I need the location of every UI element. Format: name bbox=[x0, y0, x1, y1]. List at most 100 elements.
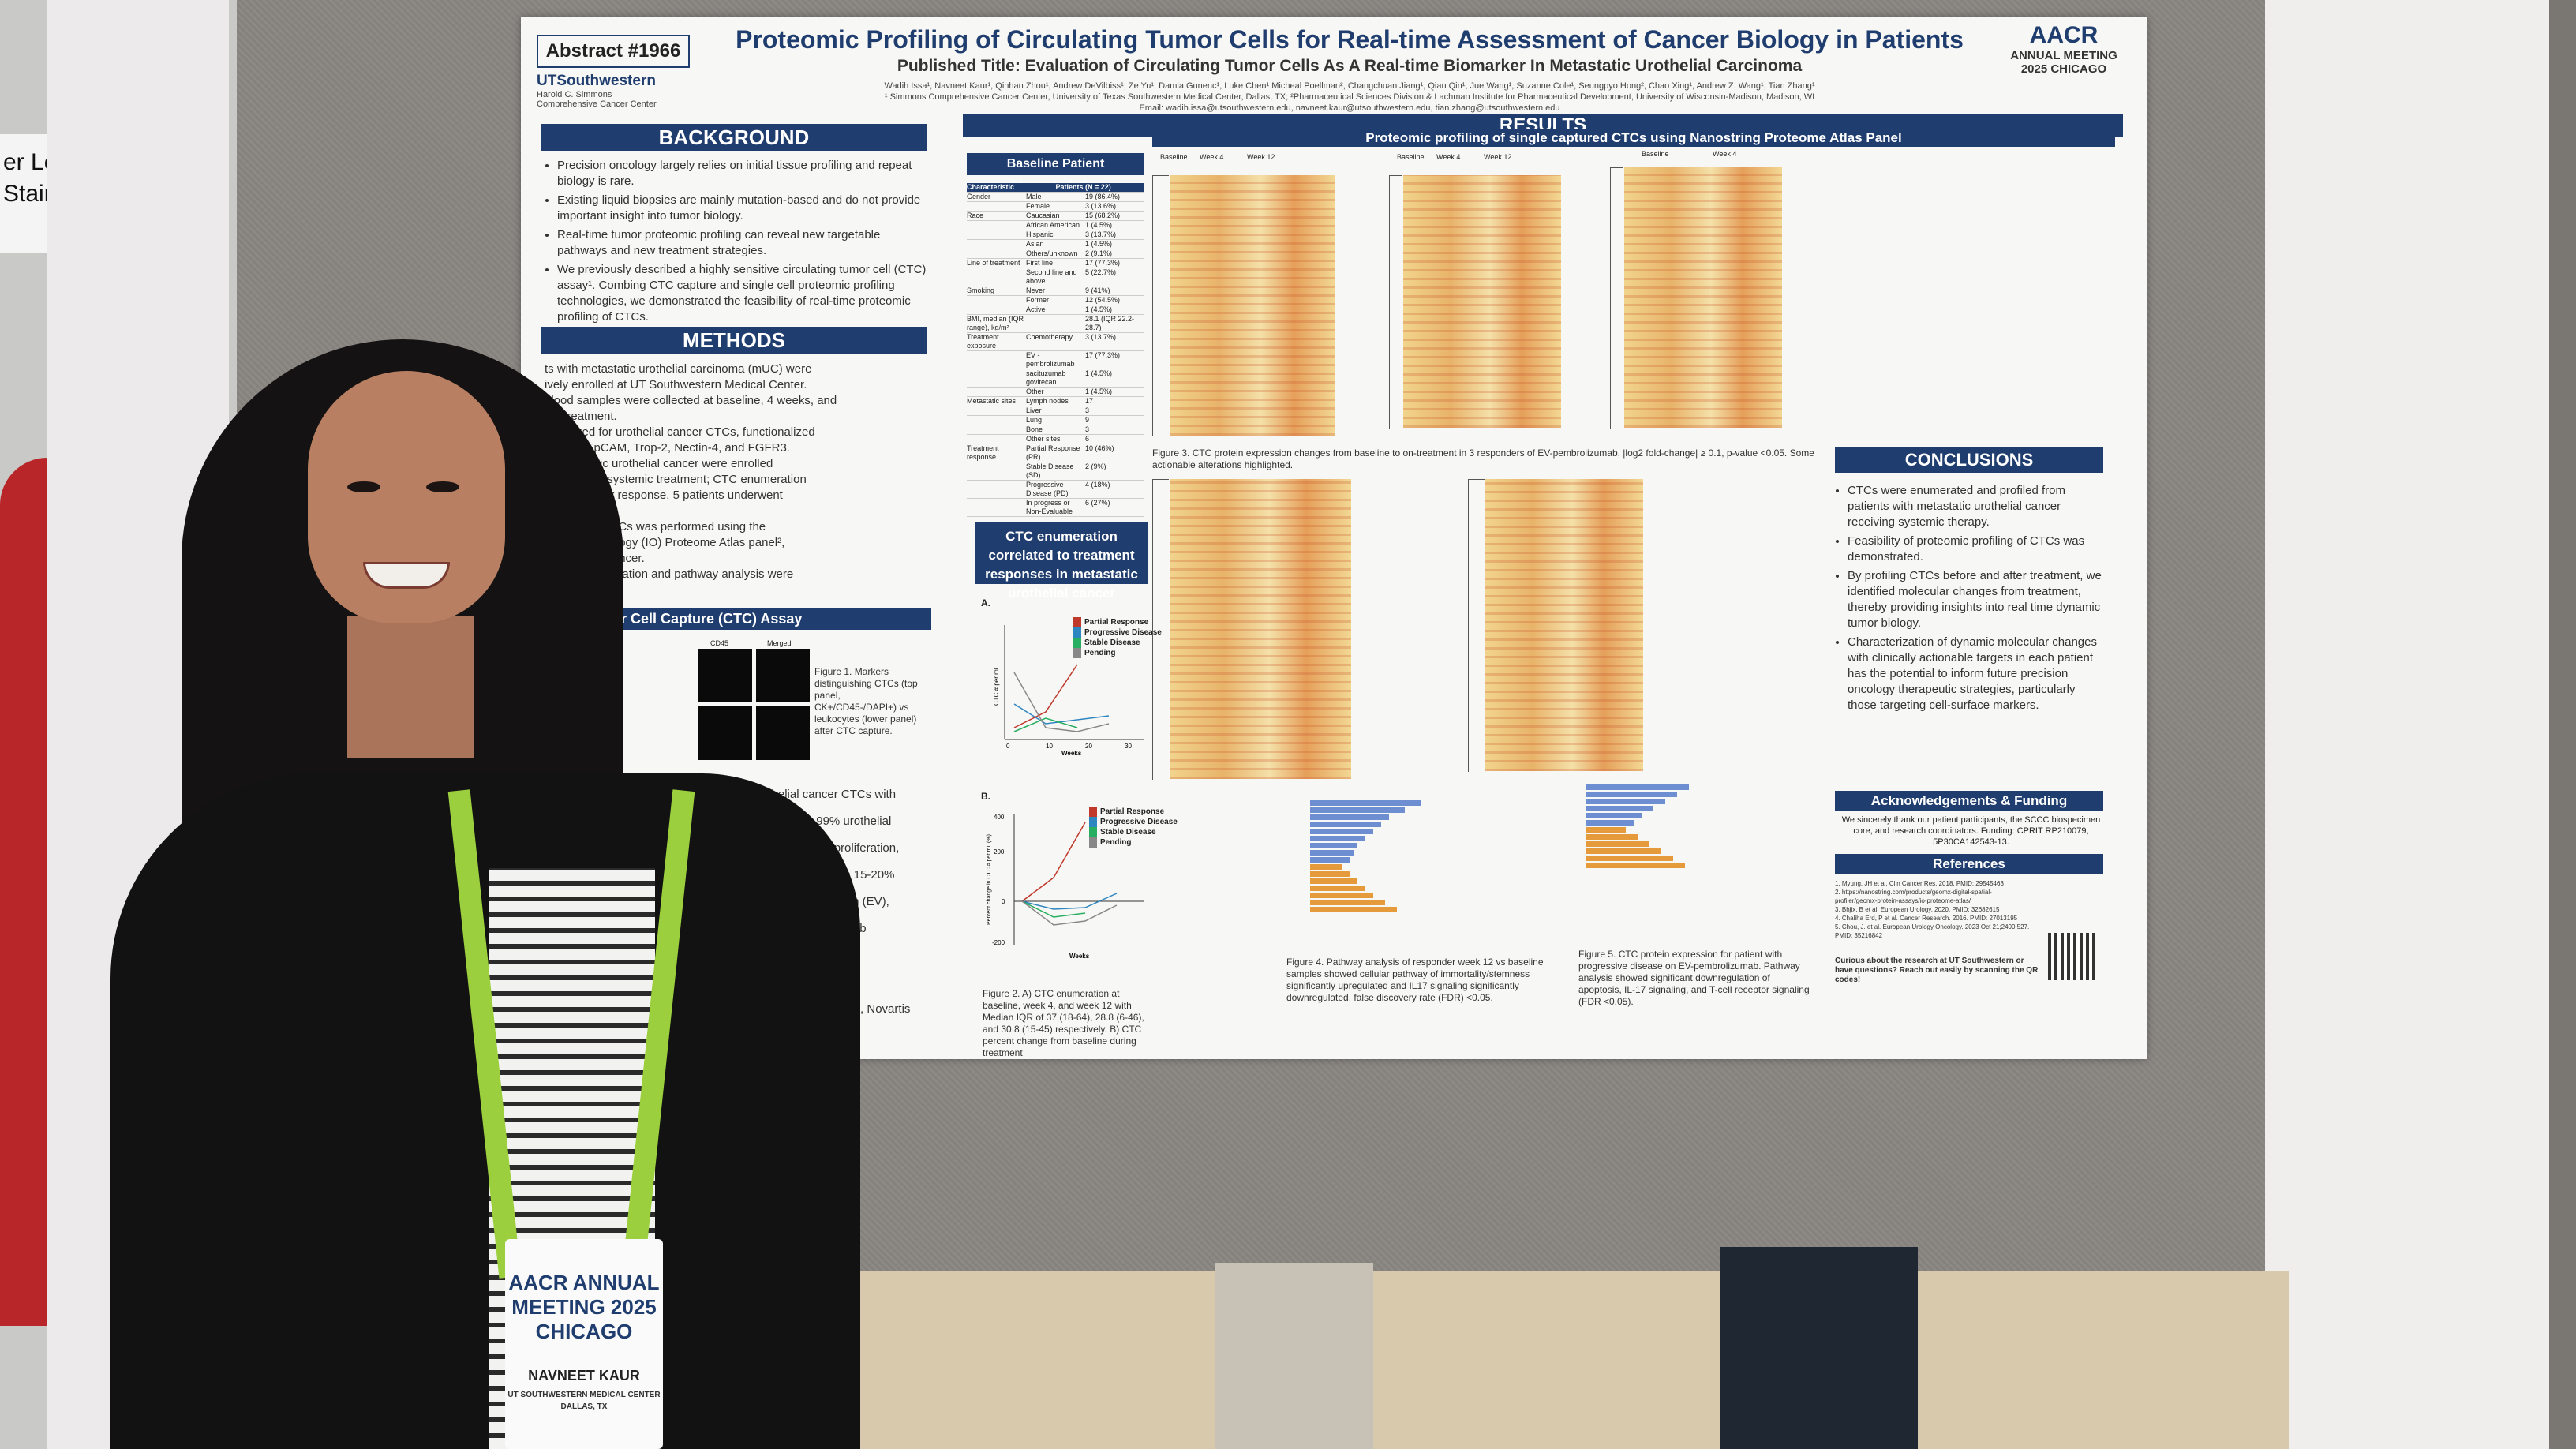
merged-label: Merged bbox=[767, 639, 792, 647]
table-cell: Other sites bbox=[1026, 435, 1061, 443]
legend-entry: Pending bbox=[1089, 837, 1178, 848]
table-cell: BMI, median (IQR range), kg/m² bbox=[967, 315, 1024, 331]
contact-email: Email: wadih.issa@utsouthwestern.edu, na… bbox=[1139, 103, 1560, 113]
dendrogram bbox=[1610, 167, 1623, 429]
table-row: African American 1 (4.5%) bbox=[967, 221, 1144, 230]
table-cell: 1 (4.5%) bbox=[1085, 388, 1113, 395]
table-cell bbox=[967, 499, 1026, 516]
bar bbox=[1310, 800, 1421, 806]
table-row: Lung 9 bbox=[967, 416, 1144, 425]
table-cell: 2 (9%) bbox=[1085, 462, 1106, 470]
table-cell bbox=[967, 462, 1026, 480]
badge-city: DALLAS, TX bbox=[560, 1402, 608, 1411]
series-line bbox=[1021, 900, 1086, 918]
aacr-logo: AACR ANNUAL MEETING 2025 CHICAGO bbox=[1997, 22, 2131, 76]
y-axis-label: CTC # per mL bbox=[993, 665, 1000, 706]
bar bbox=[1586, 834, 1638, 840]
table-cell: 17 (77.3%) bbox=[1085, 351, 1121, 359]
table-cell: 19 (86.4%) bbox=[1085, 193, 1121, 200]
bar bbox=[1310, 864, 1342, 870]
series-line bbox=[1021, 822, 1086, 902]
table-cell: Gender bbox=[967, 193, 991, 200]
table-cell: Hispanic bbox=[1026, 230, 1054, 238]
proteomic-profiling-heading: Proteomic profiling of single captured C… bbox=[1152, 129, 2115, 147]
cell-image bbox=[698, 649, 752, 702]
methods-line: blood samples were collected at baseline… bbox=[545, 394, 837, 407]
aacr-sub: ANNUAL MEETING 2025 CHICAGO bbox=[2010, 49, 2117, 76]
bar bbox=[1586, 799, 1665, 804]
y-axis-label: Percent change in CTC # per mL (%) bbox=[987, 834, 992, 925]
institution-sub: Comprehensive Cancer Center bbox=[537, 99, 657, 109]
bar bbox=[1310, 900, 1385, 905]
reference-item: 2. https://nanostring.com/products/geomx… bbox=[1835, 889, 1992, 904]
legend-entry: Pending bbox=[1073, 648, 1162, 658]
table-cell: Female bbox=[1026, 202, 1050, 210]
figure-2b-label: B. bbox=[981, 791, 990, 802]
bar bbox=[1586, 841, 1649, 847]
background-bullet: Real-time tumor proteomic profiling can … bbox=[557, 227, 927, 259]
background-bullet: We previously described a highly sensiti… bbox=[557, 262, 927, 325]
table-header: Characteristic Patients (N = 22) bbox=[967, 183, 1144, 193]
table-cell bbox=[967, 296, 1026, 305]
dendrogram bbox=[1389, 175, 1402, 429]
table-row: Progressive Disease (PD) 4 (18%) bbox=[967, 481, 1144, 499]
table-cell: 9 (41%) bbox=[1085, 286, 1110, 294]
table-cell bbox=[967, 416, 1026, 425]
bar bbox=[1586, 792, 1677, 797]
figure-5-caption: Figure 5. CTC protein expression for pat… bbox=[1578, 949, 1810, 1007]
table-row: Others/unknown 2 (9.1%) bbox=[967, 249, 1144, 259]
heatmap bbox=[1485, 479, 1643, 771]
table-cell bbox=[967, 221, 1026, 230]
badge-organization: UT SOUTHWESTERN MEDICAL CENTER bbox=[507, 1391, 661, 1399]
bar bbox=[1586, 848, 1661, 854]
table-cell: 6 (27%) bbox=[1085, 499, 1110, 507]
ctc-assay-heading: mor Cell Capture (CTC) Assay bbox=[584, 608, 931, 630]
series-line bbox=[1013, 717, 1078, 732]
cell-image bbox=[756, 649, 810, 702]
table-cell: Lymph nodes bbox=[1026, 397, 1069, 405]
table-cell bbox=[967, 435, 1026, 444]
dendrogram bbox=[1468, 479, 1485, 772]
table-row: Gender Male 19 (86.4%) bbox=[967, 193, 1144, 202]
authors: Wadih Issa¹, Navneet Kaur¹, Qinhan Zhou¹… bbox=[758, 80, 1941, 114]
table-row: Female 3 (13.6%) bbox=[967, 202, 1144, 212]
table-cell: 1 (4.5%) bbox=[1085, 221, 1113, 229]
table-row: Treatment exposure Chemotherapy 3 (13.7%) bbox=[967, 333, 1144, 351]
cell-image bbox=[698, 706, 752, 760]
table-cell bbox=[967, 249, 1026, 258]
table-cell: 3 bbox=[1085, 425, 1090, 433]
figure-2b-legend: Partial Response Progressive Disease Stabl… bbox=[1089, 807, 1178, 848]
table-row: EV - pembrolizumab 17 (77.3%) bbox=[967, 351, 1144, 369]
table-cell: First line bbox=[1026, 259, 1054, 267]
figure-1-caption: Figure 1. Markers distinguishing CTCs (t… bbox=[814, 666, 918, 736]
table-cell: Active bbox=[1026, 305, 1046, 313]
methods-line: against EpCAM, Trop-2, Nectin-4, and FGF… bbox=[545, 441, 790, 455]
person-eye bbox=[347, 481, 380, 492]
bar bbox=[1586, 827, 1626, 833]
table-row: Second line and above 5 (22.7%) bbox=[967, 268, 1144, 286]
table-row: Former 12 (54.5%) bbox=[967, 296, 1144, 305]
conclusion-bullet: CTCs were enumerated and profiled from p… bbox=[1848, 483, 2107, 530]
table-cell: Former bbox=[1026, 296, 1049, 304]
table-cell: In progress or Non-Evaluable bbox=[1026, 499, 1073, 515]
acknowledgements-heading: Acknowledgements & Funding bbox=[1835, 791, 2103, 811]
qr-prompt: Curious about the research at UT Southwe… bbox=[1835, 957, 2039, 984]
bar bbox=[1310, 822, 1381, 827]
table-cell: 4 (18%) bbox=[1085, 481, 1110, 489]
table-cell: Others/unknown bbox=[1026, 249, 1078, 257]
y-tick: -200 bbox=[992, 939, 1005, 946]
figure-3-caption: Figure 3. CTC protein expression changes… bbox=[1152, 447, 1814, 470]
author-list: Wadih Issa¹, Navneet Kaur¹, Qinhan Zhou¹… bbox=[884, 81, 1815, 91]
heatmap-label: Week 4 bbox=[1436, 153, 1461, 161]
table-cell: Caucasian bbox=[1026, 212, 1060, 219]
y-tick: 400 bbox=[994, 814, 1005, 821]
table-row: sacituzumab govitecan 1 (4.5%) bbox=[967, 369, 1144, 388]
bar bbox=[1310, 850, 1354, 856]
table-row: Treatment response Partial Response (PR) 1… bbox=[967, 444, 1144, 462]
heatmap-label: Week 4 bbox=[1713, 150, 1737, 158]
person-smile bbox=[363, 562, 450, 589]
x-tick: 30 bbox=[1125, 743, 1132, 750]
bar bbox=[1310, 871, 1350, 877]
baseline-characteristics-table: Characteristic Patients (N = 22) Gender M… bbox=[967, 183, 1144, 517]
table-cell: Never bbox=[1026, 286, 1046, 294]
